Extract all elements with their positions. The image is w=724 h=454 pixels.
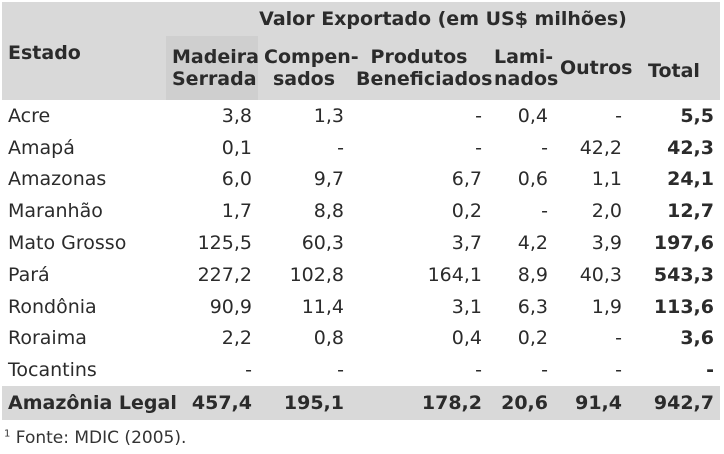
value-laminados: - (541, 359, 548, 382)
value-laminados: 20,6 (488, 386, 554, 421)
value-produtos: 3,1 (451, 295, 482, 318)
column-header-produtos-beneficiados: Produtos Beneficiados (350, 36, 492, 100)
summary-row: Amazônia Legal 457,4 195,1 178,2 20,6 91,4 942… (2, 386, 720, 421)
value-madeira: 125,5 (197, 232, 252, 255)
table-row: Amapá 0,1 - - - 42,2 42,3 (2, 132, 720, 164)
column-header-laminados: Lami-nados (488, 36, 558, 100)
table-row: Pará 227,2 102,8 164,1 8,9 40,3 543,3 (2, 259, 720, 291)
value-total: 12,7 (667, 200, 714, 223)
value-madeira: 90,9 (209, 295, 252, 318)
value-outros: 42,2 (579, 136, 622, 159)
footnote-marker: 1 (4, 428, 11, 440)
value-compensados: 9,7 (313, 168, 344, 191)
value-outros: 3,9 (591, 232, 622, 255)
value-total: 113,6 (653, 295, 714, 318)
value-produtos: 3,7 (451, 232, 482, 255)
state-name: Tocantins (8, 359, 97, 382)
column-header-outros: Outros (554, 36, 633, 100)
value-total: 5,5 (680, 104, 714, 127)
value-laminados: 0,6 (517, 168, 548, 191)
table-row: Maranhão 1,7 8,8 0,2 - 2,0 12,7 (2, 195, 720, 227)
value-produtos: 6,7 (451, 168, 482, 191)
state-name: Amazônia Legal (2, 386, 177, 421)
value-produtos: - (475, 104, 482, 127)
state-name: Amapá (8, 136, 75, 159)
value-compensados: 195,1 (258, 386, 350, 421)
value-laminados: 6,3 (517, 295, 548, 318)
value-compensados: 11,4 (301, 295, 344, 318)
export-value-group-header: Valor Exportado (em US$ milhões) (166, 2, 720, 36)
value-madeira: 6,0 (221, 168, 252, 191)
value-outros: - (615, 359, 622, 382)
value-madeira: 2,2 (221, 327, 252, 350)
value-total: 24,1 (667, 168, 714, 191)
value-total: 3,6 (680, 327, 714, 350)
column-header-compensados: Compen-sados (258, 36, 359, 100)
value-laminados: 0,4 (517, 104, 548, 127)
value-madeira: 0,1 (221, 136, 252, 159)
value-compensados: 102,8 (289, 263, 344, 286)
table-row: Amazonas 6,0 9,7 6,7 0,6 1,1 24,1 (2, 164, 720, 196)
value-produtos: - (475, 136, 482, 159)
state-name: Maranhão (8, 200, 103, 223)
export-value-table: Estado Valor Exportado (em US$ milhões) … (2, 2, 720, 421)
value-outros: - (615, 327, 622, 350)
value-laminados: 8,9 (517, 263, 548, 286)
state-name: Amazonas (8, 168, 107, 191)
state-name: Pará (8, 263, 50, 286)
value-laminados: - (541, 200, 548, 223)
value-compensados: 1,3 (313, 104, 344, 127)
state-column-header: Estado (2, 2, 166, 100)
value-compensados: - (337, 359, 344, 382)
column-header-madeira-serrada: Madeira Serrada (166, 36, 259, 100)
value-madeira: 3,8 (221, 104, 252, 127)
value-total: 942,7 (628, 386, 720, 421)
value-produtos: 0,2 (451, 200, 482, 223)
table-header: Estado Valor Exportado (em US$ milhões) … (2, 2, 720, 100)
value-total: 543,3 (653, 263, 714, 286)
value-total: 197,6 (653, 232, 714, 255)
value-madeira: - (245, 359, 252, 382)
column-header-total: Total (628, 36, 720, 100)
table-row: Mato Grosso 125,5 60,3 3,7 4,2 3,9 197,6 (2, 227, 720, 259)
state-name: Roraima (8, 327, 87, 350)
state-name: Mato Grosso (8, 232, 127, 255)
value-produtos: 0,4 (451, 327, 482, 350)
table-row: Tocantins - - - - - - (2, 354, 720, 386)
table-row: Roraima 2,2 0,8 0,4 0,2 - 3,6 (2, 323, 720, 355)
value-produtos: 164,1 (427, 263, 482, 286)
value-compensados: 60,3 (301, 232, 344, 255)
value-madeira: 457,4 (166, 386, 258, 421)
value-outros: - (615, 104, 622, 127)
value-compensados: 0,8 (313, 327, 344, 350)
value-madeira: 1,7 (221, 200, 252, 223)
value-outros: 2,0 (591, 200, 622, 223)
value-laminados: 0,2 (517, 327, 548, 350)
value-outros: 1,1 (591, 168, 622, 191)
value-produtos: - (475, 359, 482, 382)
state-name: Acre (8, 104, 51, 127)
value-laminados: - (541, 136, 548, 159)
state-name: Rondônia (8, 295, 97, 318)
value-produtos: 178,2 (350, 386, 488, 421)
table-row: Acre 3,8 1,3 - 0,4 - 5,5 (2, 100, 720, 132)
value-laminados: 4,2 (517, 232, 548, 255)
value-outros: 91,4 (554, 386, 628, 421)
footnote: 1 Fonte: MDIC (2005). (4, 428, 186, 448)
value-total: - (706, 359, 714, 382)
value-compensados: 8,8 (313, 200, 344, 223)
table-row: Rondônia 90,9 11,4 3,1 6,3 1,9 113,6 (2, 291, 720, 323)
table-body: Acre 3,8 1,3-0,4-5,5 Amapá 0,1- - -42,2 42,3 Ama… (2, 100, 720, 421)
value-total: 42,3 (667, 136, 714, 159)
value-madeira: 227,2 (197, 263, 252, 286)
footnote-text: Fonte: MDIC (2005). (15, 428, 187, 448)
value-outros: 40,3 (579, 263, 622, 286)
value-compensados: - (337, 136, 344, 159)
value-outros: 1,9 (591, 295, 622, 318)
